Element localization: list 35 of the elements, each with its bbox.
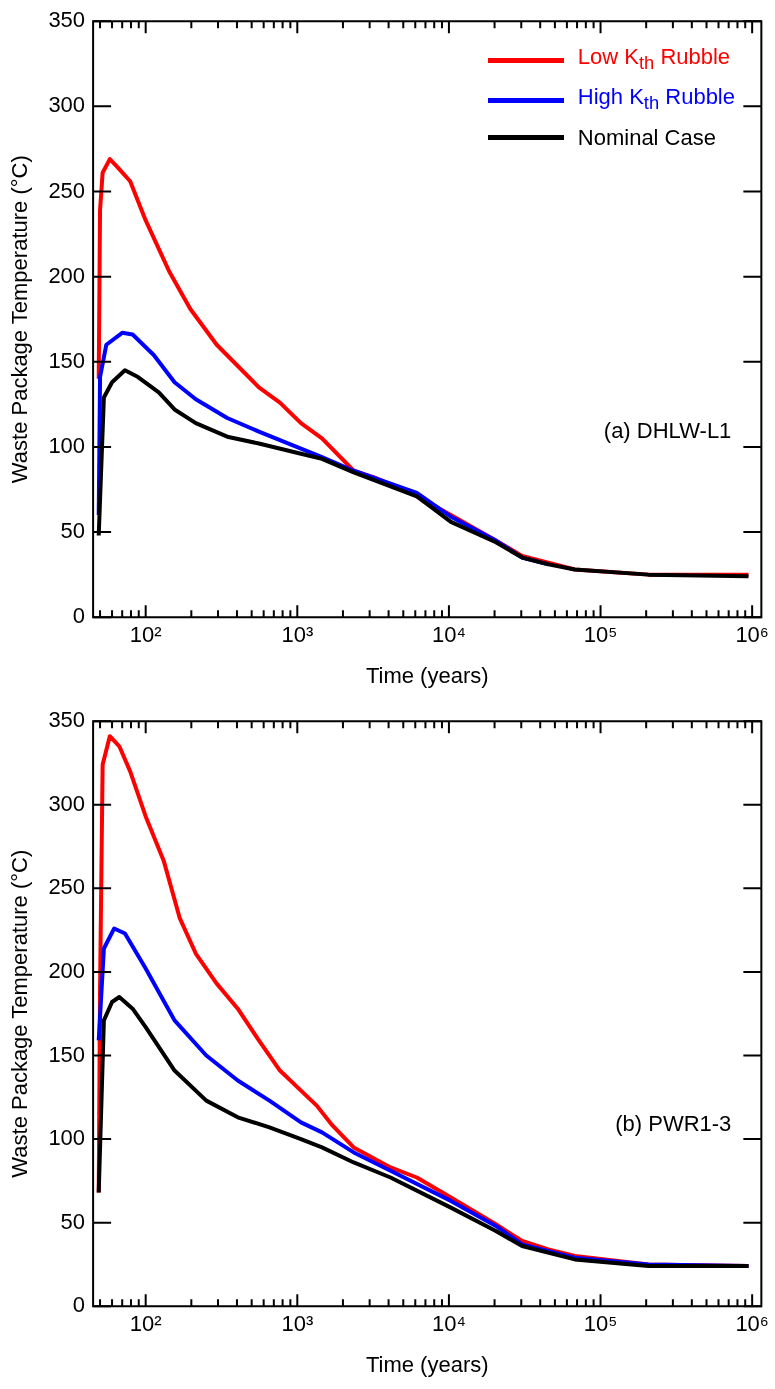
x-tick-label: 10⁴ xyxy=(431,1311,466,1337)
y-tick-label: 200 xyxy=(48,262,86,288)
annotation: (a) DHLW-L1 xyxy=(603,418,732,444)
y-tick-label: 50 xyxy=(60,1208,86,1234)
x-tick-label: 10² xyxy=(129,1311,162,1337)
x-tick-label: 10⁵ xyxy=(583,1311,618,1337)
y-tick-label: 150 xyxy=(48,1041,86,1067)
annotation: (b) PWR1-3 xyxy=(615,1110,732,1136)
y-tick-label: 250 xyxy=(48,874,86,900)
y-tick-label: 100 xyxy=(48,432,86,458)
y-axis-title: Waste Package Temperature (°C) xyxy=(7,155,33,484)
x-tick-label: 10³ xyxy=(281,622,314,648)
x-tick-label: 10³ xyxy=(281,1311,314,1337)
y-tick-label: 300 xyxy=(48,790,86,816)
legend-label: Low K$_{th}$ Rubble xyxy=(577,43,731,76)
y-tick-label: 150 xyxy=(48,347,86,373)
y-tick-label: 200 xyxy=(48,957,86,983)
y-tick-label: 300 xyxy=(48,92,86,118)
x-tick-label: 10² xyxy=(129,622,162,648)
y-tick-label: 350 xyxy=(48,707,86,733)
legend-label: Nominal Case xyxy=(577,123,716,152)
y-tick-label: 100 xyxy=(48,1125,86,1151)
legend-label: High K$_{th}$ Rubble xyxy=(577,83,735,116)
x-axis-title: Time (years) xyxy=(365,1351,489,1377)
y-tick-label: 0 xyxy=(72,603,86,629)
x-tick-label: 10⁴ xyxy=(431,622,466,648)
x-tick-label: 10⁵ xyxy=(583,622,618,648)
y-tick-label: 250 xyxy=(48,177,86,203)
x-axis-title: Time (years) xyxy=(365,662,489,688)
x-tick-label: 10⁶ xyxy=(735,1311,769,1337)
y-tick-label: 50 xyxy=(60,518,86,544)
x-tick-label: 10⁶ xyxy=(735,622,769,648)
y-axis-title: Waste Package Temperature (°C) xyxy=(7,849,33,1178)
y-tick-label: 350 xyxy=(48,7,86,33)
y-tick-label: 0 xyxy=(72,1292,86,1318)
